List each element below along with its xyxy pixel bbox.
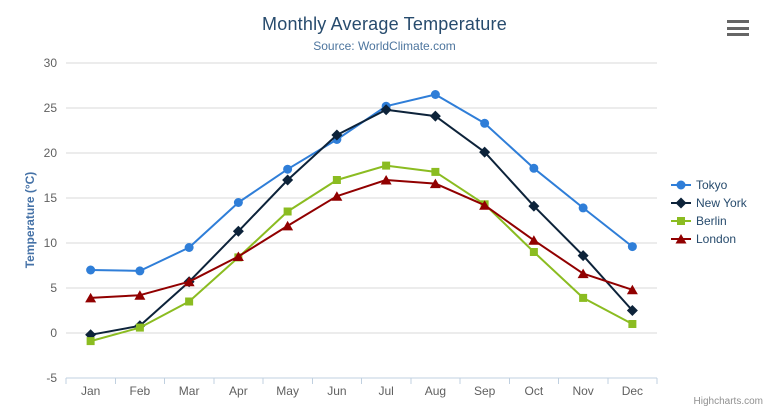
y-axis-label: 30 <box>44 56 58 70</box>
data-point-london[interactable] <box>232 251 244 262</box>
data-point-berlin[interactable] <box>185 297 194 306</box>
legend-item-london[interactable]: London <box>671 230 747 248</box>
x-axis-label: Apr <box>229 384 248 398</box>
data-point-berlin[interactable] <box>579 293 588 302</box>
y-axis-title: Temperature (°C) <box>23 171 37 269</box>
y-axis-label: -5 <box>46 371 57 385</box>
data-point-london[interactable] <box>282 220 294 231</box>
data-point-london[interactable] <box>626 284 638 295</box>
x-axis-label: May <box>276 384 299 398</box>
data-point-new-york[interactable] <box>282 174 294 186</box>
x-axis-label: Dec <box>622 384 643 398</box>
data-point-tokyo[interactable] <box>233 198 243 207</box>
data-point-tokyo[interactable] <box>430 90 440 99</box>
x-axis-label: Jan <box>81 384 100 398</box>
data-point-new-york[interactable] <box>232 225 244 237</box>
legend-item-new-york[interactable]: New York <box>671 194 747 212</box>
legend-label: Berlin <box>696 214 727 228</box>
x-axis-label: Mar <box>179 384 200 398</box>
x-axis-label: Feb <box>130 384 151 398</box>
x-axis-label: Jul <box>378 384 393 398</box>
data-point-london[interactable] <box>380 175 392 185</box>
legend-marker-square-icon <box>671 217 691 225</box>
legend-marker-diamond-icon <box>671 197 691 209</box>
data-point-new-york[interactable] <box>429 110 441 122</box>
data-point-london[interactable] <box>183 276 195 287</box>
data-point-london[interactable] <box>429 178 441 189</box>
data-point-tokyo[interactable] <box>283 164 293 174</box>
data-point-london[interactable] <box>331 191 343 201</box>
legend-label: Tokyo <box>696 178 728 192</box>
y-axis-label: 20 <box>44 146 58 160</box>
legend-item-berlin[interactable]: Berlin <box>671 212 747 230</box>
data-point-tokyo[interactable] <box>529 163 539 173</box>
legend-label: New York <box>696 196 747 210</box>
data-point-berlin[interactable] <box>86 337 95 346</box>
data-point-new-york[interactable] <box>331 129 343 141</box>
data-point-berlin[interactable] <box>431 167 440 176</box>
data-point-tokyo[interactable] <box>480 118 490 128</box>
data-point-london[interactable] <box>85 292 97 303</box>
data-point-berlin[interactable] <box>529 248 538 256</box>
data-point-new-york[interactable] <box>380 104 392 116</box>
data-point-london[interactable] <box>528 235 540 245</box>
data-point-berlin[interactable] <box>283 207 292 216</box>
data-point-new-york[interactable] <box>626 305 638 316</box>
hamburger-bar <box>727 20 749 23</box>
data-point-london[interactable] <box>479 200 491 210</box>
hamburger-bar <box>727 26 749 30</box>
data-point-berlin[interactable] <box>135 323 144 332</box>
data-point-new-york[interactable] <box>528 200 540 212</box>
data-point-berlin[interactable] <box>382 161 391 170</box>
legend-marker-triangle-icon <box>671 234 691 244</box>
series-line-new-york <box>89 108 634 336</box>
series-line-london <box>89 179 634 299</box>
y-axis-label: 15 <box>44 191 58 205</box>
data-point-tokyo[interactable] <box>86 265 96 275</box>
credits-link[interactable]: Highcharts.com <box>693 396 763 407</box>
data-point-new-york[interactable] <box>577 250 589 262</box>
data-point-london[interactable] <box>577 268 589 279</box>
y-axis-label: 25 <box>44 101 58 115</box>
y-axis-label: 0 <box>50 326 57 340</box>
legend: Tokyo New York Berlin London <box>671 176 747 248</box>
legend-marker-circle-icon <box>671 180 691 190</box>
x-axis-label: Oct <box>525 384 544 398</box>
series-line-tokyo <box>89 93 634 272</box>
data-point-tokyo[interactable] <box>135 266 145 276</box>
legend-label: London <box>696 232 737 246</box>
x-axis-label: Sep <box>474 384 496 398</box>
data-point-berlin[interactable] <box>628 320 637 328</box>
hamburger-bar <box>727 33 749 36</box>
chart-subtitle: Source: WorldClimate.com <box>313 39 456 53</box>
y-axis-label: 5 <box>50 281 57 295</box>
data-point-berlin[interactable] <box>332 176 341 184</box>
hamburger-icon[interactable] <box>727 20 749 36</box>
data-point-london[interactable] <box>134 290 146 300</box>
chart-title: Monthly Average Temperature <box>262 14 507 34</box>
legend-item-tokyo[interactable]: Tokyo <box>671 176 747 194</box>
data-point-tokyo[interactable] <box>578 203 588 213</box>
x-axis-label: Aug <box>425 384 446 398</box>
data-point-new-york[interactable] <box>479 146 491 158</box>
series-line-berlin <box>89 164 634 343</box>
data-point-tokyo[interactable] <box>184 243 194 252</box>
x-axis-label: Jun <box>327 384 346 398</box>
x-axis-label: Nov <box>572 384 593 398</box>
y-axis-label: 10 <box>44 236 58 250</box>
data-point-tokyo[interactable] <box>627 242 637 252</box>
